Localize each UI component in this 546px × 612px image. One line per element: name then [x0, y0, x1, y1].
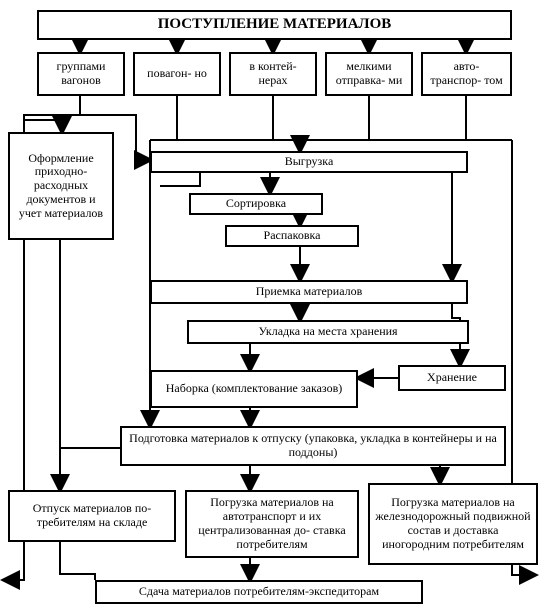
node-out_rail: Погрузка материалов на железнодорожный п… — [368, 483, 538, 565]
node-out_local: Отпуск материалов по- требителям на скла… — [8, 490, 176, 542]
node-g4: мелкими отправка- ми — [325, 52, 413, 96]
node-pick: Наборка (комплектование заказов) — [150, 370, 358, 408]
node-g3: в контей- нерах — [229, 52, 317, 96]
node-deliver: Сдача материалов потребителям-экспедитор… — [95, 580, 423, 604]
node-place: Укладка на места хранения — [187, 320, 469, 344]
node-title: ПОСТУПЛЕНИЕ МАТЕРИАЛОВ — [37, 10, 512, 40]
node-store: Хранение — [398, 365, 506, 391]
node-g1: группами вагонов — [37, 52, 125, 96]
node-unpack: Распаковка — [225, 225, 359, 247]
node-out_auto: Погрузка материалов на автотранспорт и и… — [185, 490, 359, 558]
node-accept: Приемка материалов — [150, 280, 468, 304]
node-docs: Оформление приходно- расходных документо… — [8, 132, 114, 240]
node-unload: Выгрузка — [150, 151, 468, 173]
node-prep: Подготовка материалов к отпуску (упаковк… — [120, 426, 506, 466]
node-g5: авто- транспор- том — [421, 52, 512, 96]
node-sort: Сортировка — [189, 193, 323, 215]
node-g2: повагон- но — [133, 52, 221, 96]
